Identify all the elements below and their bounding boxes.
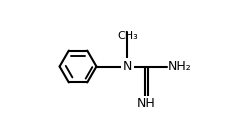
Text: NH₂: NH₂ xyxy=(168,60,191,73)
Text: NH: NH xyxy=(137,97,156,110)
Text: CH₃: CH₃ xyxy=(117,31,138,41)
Text: N: N xyxy=(123,60,132,73)
